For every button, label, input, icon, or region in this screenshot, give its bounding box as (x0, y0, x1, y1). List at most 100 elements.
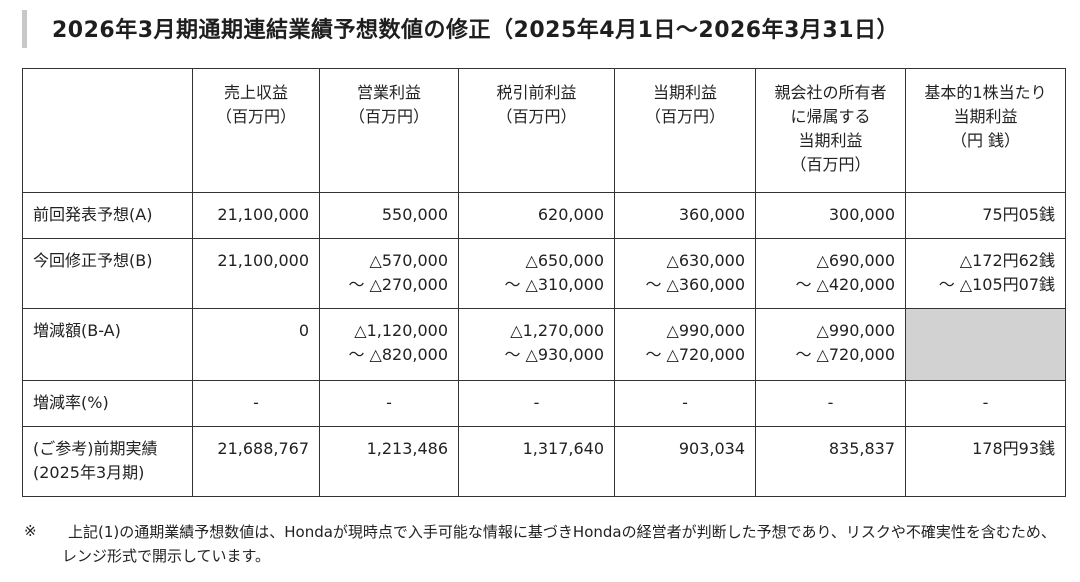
header-line: （百万円） (496, 107, 577, 126)
row-previous-actual: (ご参考)前期実績 (2025年3月期) 21,688,767 1,213,486 1,… (22, 426, 1066, 497)
value-line: △990,000 (666, 321, 745, 340)
header-line: （百万円） (790, 155, 871, 174)
row-change-amount: 増減額(B-A) 0 △1,120,000 ～ △820,000 △1,270,000 ～… (22, 308, 1066, 381)
row-label-line: 増減率(%) (33, 393, 109, 412)
value-cell: 620,000 (458, 192, 615, 239)
row-label-line: 今回修正予想(B) (33, 251, 153, 270)
value-cell: 21,100,000 (192, 192, 320, 239)
header-line: 親会社の所有者 (774, 83, 887, 102)
value-cell: △1,270,000 ～ △930,000 (458, 308, 615, 381)
value-line: ～ △310,000 (504, 275, 604, 294)
value-line: 178円93銭 (972, 439, 1055, 458)
header-line: 当期利益 (652, 83, 717, 102)
value-line: △1,270,000 (510, 321, 604, 340)
header-line: （百万円） (644, 107, 725, 126)
header-corner-cell (22, 68, 193, 193)
value-cell: △630,000 ～ △360,000 (614, 238, 756, 309)
note-text: 上記(1)の通期業績予想数値は、Hondaが現時点で入手可能な情報に基づきHon… (62, 523, 1056, 565)
value-line: △990,000 (816, 321, 895, 340)
value-line: ～ △720,000 (645, 345, 745, 364)
value-line: ～ △720,000 (795, 345, 895, 364)
row-label-line: (ご参考)前期実績 (33, 439, 158, 458)
page-title: 2026年3月期通期連結業績予想数値の修正（2025年4月1日～2026年3月3… (52, 18, 900, 43)
value-line: △1,120,000 (354, 321, 448, 340)
header-line: （百万円） (348, 107, 429, 126)
value-line: △172円62銭 (959, 251, 1055, 270)
row-previous-forecast: 前回発表予想(A) 21,100,000 550,000 620,000 360,000… (22, 192, 1066, 239)
value-cell: △650,000 ～ △310,000 (458, 238, 615, 309)
header-line: 税引前利益 (496, 83, 577, 102)
value-line: ～ △420,000 (795, 275, 895, 294)
empty-shaded-cell (905, 308, 1066, 381)
header-line: 当期利益 (953, 107, 1018, 126)
value-cell: 360,000 (614, 192, 756, 239)
value-cell: △690,000 ～ △420,000 (755, 238, 906, 309)
value-line: △630,000 (666, 251, 745, 270)
value-line: 21,100,000 (217, 251, 309, 270)
value-cell: 178円93銭 (905, 426, 1066, 497)
value-line: 360,000 (678, 205, 745, 224)
row-label-line: 増減額(B-A) (33, 321, 121, 340)
row-label: 増減率(%) (22, 380, 193, 427)
header-net-profit: 当期利益 （百万円） (614, 68, 756, 193)
value-line: 1,317,640 (522, 439, 604, 458)
header-line: 基本的1株当たり (924, 83, 1047, 102)
value-line: 0 (298, 321, 309, 340)
row-label-line: (2025年3月期) (33, 463, 145, 482)
header-pretax-profit: 税引前利益 （百万円） (458, 68, 615, 193)
header-line: 当期利益 (798, 131, 863, 150)
header-line: 営業利益 (356, 83, 421, 102)
value-cell: - (905, 380, 1066, 427)
value-cell: △990,000 ～ △720,000 (755, 308, 906, 381)
row-label: 前回発表予想(A) (22, 192, 193, 239)
value-cell: 0 (192, 308, 320, 381)
value-line: 1,213,486 (366, 439, 448, 458)
value-cell: 1,317,640 (458, 426, 615, 497)
row-revised-forecast: 今回修正予想(B) 21,100,000 △570,000 ～ △270,000 △65… (22, 238, 1066, 309)
value-cell: 835,837 (755, 426, 906, 497)
value-line: △650,000 (525, 251, 604, 270)
value-cell: 300,000 (755, 192, 906, 239)
value-line: 550,000 (381, 205, 448, 224)
value-line: 21,688,767 (217, 439, 309, 458)
value-line: ～ △930,000 (504, 345, 604, 364)
value-line: 835,837 (828, 439, 895, 458)
header-line: に帰属する (790, 107, 871, 126)
header-owners-profit: 親会社の所有者 に帰属する当期利益 （百万円） (755, 68, 906, 193)
note-mark: ※ (24, 522, 37, 540)
row-change-rate: 増減率(%) - - - - - - (22, 380, 1066, 427)
value-cell: 903,034 (614, 426, 756, 497)
value-cell: △990,000 ～ △720,000 (614, 308, 756, 381)
value-line: ～ △820,000 (348, 345, 448, 364)
value-cell: - (458, 380, 615, 427)
forecast-table: 売上収益 （百万円） 営業利益 （百万円） 税引前利益 （百万円） 当期利益 （百万円）… (22, 68, 1066, 497)
row-label: 今回修正予想(B) (22, 238, 193, 309)
value-cell: - (614, 380, 756, 427)
row-label: (ご参考)前期実績 (2025年3月期) (22, 426, 193, 497)
value-cell: 21,688,767 (192, 426, 320, 497)
value-line: ～ △105円07銭 (938, 275, 1055, 294)
value-line: △690,000 (816, 251, 895, 270)
row-label: 増減額(B-A) (22, 308, 193, 381)
value-line: △570,000 (369, 251, 448, 270)
value-cell: - (319, 380, 459, 427)
value-cell: 75円05銭 (905, 192, 1066, 239)
header-row: 売上収益 （百万円） 営業利益 （百万円） 税引前利益 （百万円） 当期利益 （百万円）… (22, 68, 1066, 193)
value-line: 300,000 (828, 205, 895, 224)
value-line: ～ △270,000 (348, 275, 448, 294)
value-line: ～ △360,000 (645, 275, 745, 294)
header-revenue: 売上収益 （百万円） (192, 68, 320, 193)
title-accent-bar (22, 10, 27, 48)
value-cell: △570,000 ～ △270,000 (319, 238, 459, 309)
value-cell: - (192, 380, 320, 427)
header-operating-profit: 営業利益 （百万円） (319, 68, 459, 193)
value-line: 21,100,000 (217, 205, 309, 224)
header-line: 売上収益 (223, 83, 288, 102)
value-line: 75円05銭 (982, 205, 1055, 224)
row-label-line: 前回発表予想(A) (33, 205, 153, 224)
value-cell: 550,000 (319, 192, 459, 239)
value-line: 620,000 (537, 205, 604, 224)
header-eps: 基本的1株当たり 当期利益 （円 銭） (905, 68, 1066, 193)
value-cell: - (755, 380, 906, 427)
value-cell: 21,100,000 (192, 238, 320, 309)
